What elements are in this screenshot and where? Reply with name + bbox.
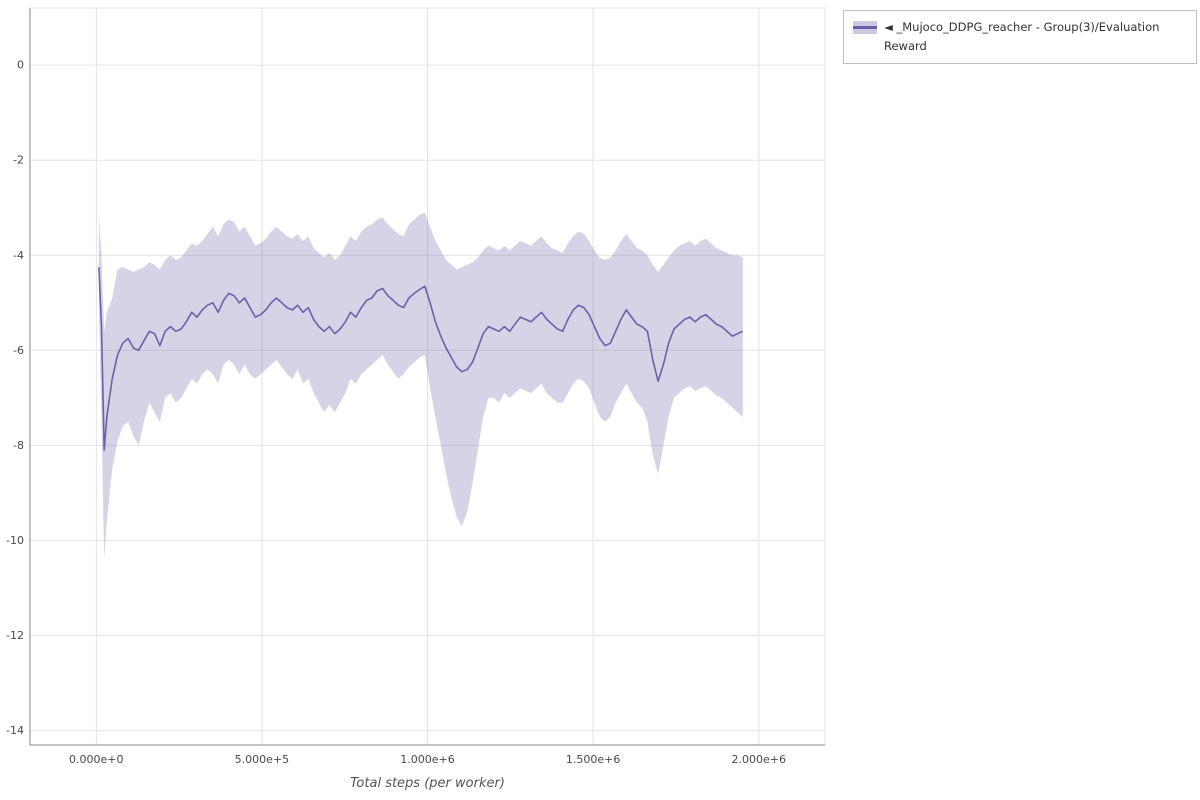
svg-text:-2: -2 xyxy=(13,154,24,167)
svg-text:5.000e+5: 5.000e+5 xyxy=(235,753,289,766)
confidence-band xyxy=(98,212,743,560)
x-axis-title: Total steps (per worker) xyxy=(350,776,505,791)
gridlines xyxy=(30,8,825,745)
y-tick-labels: 0 -2 -4 -6 -8 -10 -12 -14 xyxy=(6,59,24,738)
mean-line xyxy=(98,267,744,451)
svg-text:2.000e+6: 2.000e+6 xyxy=(732,753,786,766)
svg-text:0.000e+0: 0.000e+0 xyxy=(69,753,123,766)
svg-text:1.500e+6: 1.500e+6 xyxy=(566,753,620,766)
svg-text:1.000e+6: 1.000e+6 xyxy=(400,753,454,766)
legend-band-swatch xyxy=(853,21,877,34)
legend-label: ◄ _Mujoco_DDPG_reacher - Group(3)/Evalua… xyxy=(884,20,1160,53)
svg-text:-12: -12 xyxy=(6,629,24,642)
svg-text:0: 0 xyxy=(17,59,24,72)
svg-text:-14: -14 xyxy=(6,724,24,737)
legend[interactable]: ◄ _Mujoco_DDPG_reacher - Group(3)/Evalua… xyxy=(843,10,1197,64)
svg-text:-4: -4 xyxy=(13,249,24,262)
line-chart: 0 -2 -4 -6 -8 -10 -12 -14 0.000e+0 5.000e+5 1.000e… xyxy=(6,7,826,766)
svg-text:-8: -8 xyxy=(13,439,24,452)
svg-text:-10: -10 xyxy=(6,534,24,547)
svg-text:-6: -6 xyxy=(13,344,24,357)
legend-line-swatch xyxy=(853,26,877,29)
x-tick-labels: 0.000e+0 5.000e+5 1.000e+6 1.500e+6 2.000e+6 xyxy=(69,753,786,766)
